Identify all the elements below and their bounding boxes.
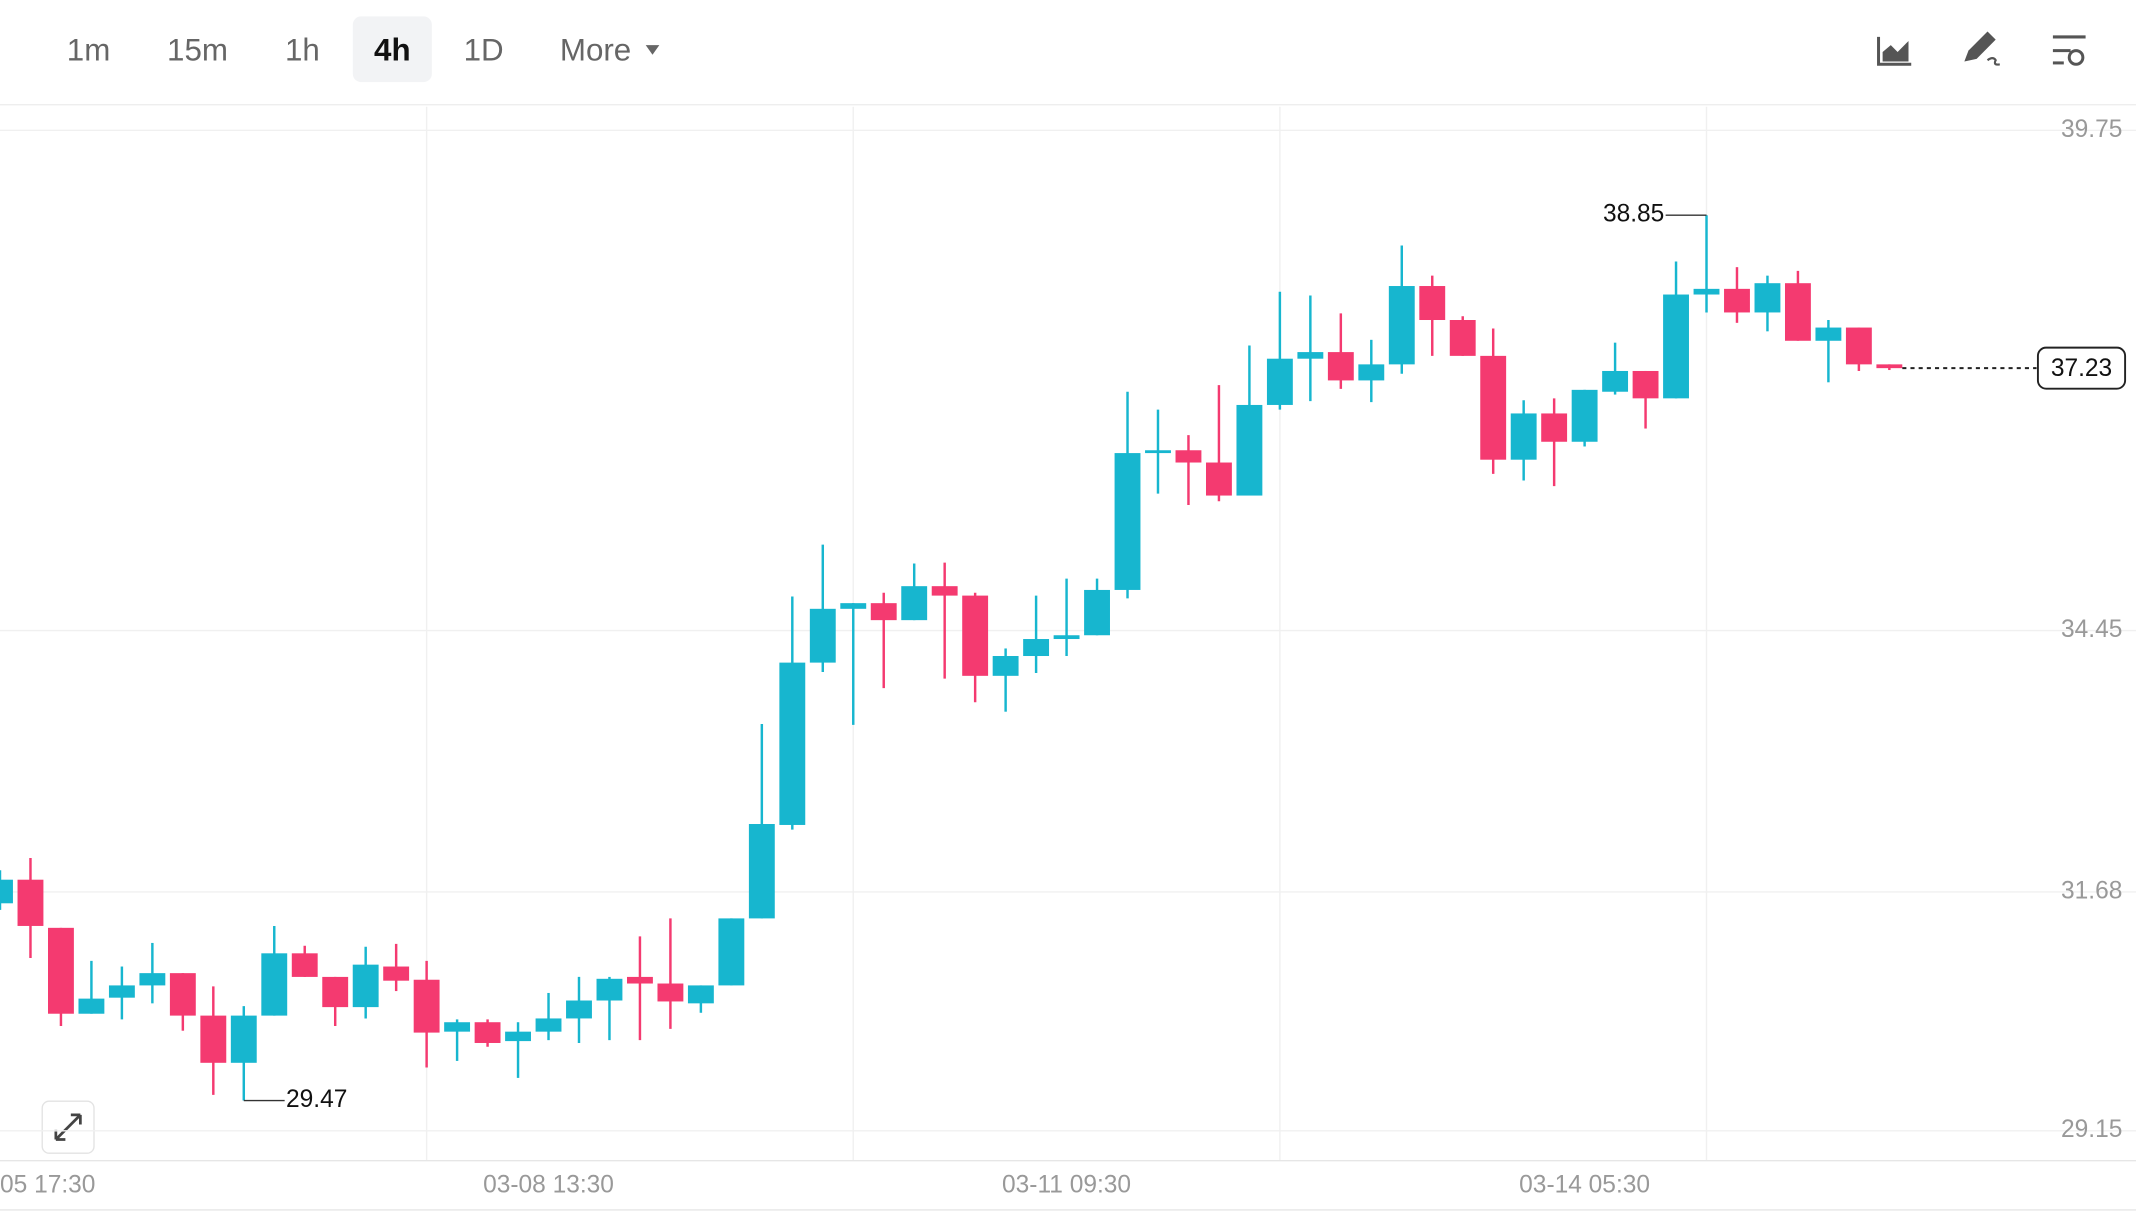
candle-body: [779, 662, 806, 825]
candle-body: [596, 978, 623, 1001]
expand-button[interactable]: [41, 1100, 95, 1154]
candle-body: [261, 953, 288, 1016]
interval-tab[interactable]: 1D: [464, 32, 504, 67]
y-tick-label: 39.75: [2061, 116, 2122, 143]
candle-body: [1784, 283, 1811, 341]
low-label: 29.47: [286, 1086, 347, 1113]
candle-body: [291, 953, 318, 977]
candle-body: [1053, 635, 1080, 640]
candle-body: [352, 964, 379, 1008]
candle-body: [48, 927, 74, 1014]
candle-body: [809, 608, 836, 663]
candle-body: [1175, 450, 1202, 463]
candle-body: [413, 979, 440, 1033]
interval-tab[interactable]: 1h: [285, 32, 320, 67]
candle-body: [1449, 320, 1476, 356]
candle-body: [840, 603, 867, 609]
candle-body: [1754, 283, 1781, 313]
candle-body: [230, 1015, 257, 1063]
candle-body: [1815, 327, 1842, 341]
candle-body: [108, 985, 135, 998]
more-caret: [645, 45, 660, 55]
candle-body: [1327, 352, 1354, 381]
candle-body: [1480, 355, 1507, 460]
candle-body: [1297, 352, 1324, 359]
candle-body: [657, 983, 684, 1002]
candle-body: [1663, 294, 1689, 399]
candle-body: [1236, 404, 1263, 496]
candle-body: [1541, 413, 1568, 442]
x-tick-label: 03-08 13:30: [483, 1171, 614, 1198]
candle-body: [566, 1000, 592, 1019]
settings-icon[interactable]: [2052, 35, 2086, 66]
plot-area: 39.75 34.45 31.68 29.15 05 17:30 03-08 13:30 0…: [0, 106, 2136, 1199]
candle-body: [931, 586, 958, 596]
candle-body: [992, 656, 1019, 676]
candle-body: [1023, 639, 1050, 657]
candle-body: [535, 1018, 562, 1032]
candle-body: [901, 586, 928, 621]
candle-body: [0, 879, 13, 904]
candle-body: [1632, 370, 1659, 399]
candle-body: [1510, 413, 1537, 460]
interval-tab[interactable]: 4h: [374, 32, 411, 67]
candle-body: [1602, 370, 1629, 392]
high-label: 38.85: [1603, 201, 1664, 228]
candle-body: [1084, 589, 1110, 636]
candle-body: [1876, 364, 1903, 369]
x-tick-label: 03-14 05:30: [1519, 1171, 1650, 1198]
interval-tab[interactable]: 15m: [167, 32, 228, 67]
candle-body: [1145, 450, 1171, 454]
y-tick-label: 31.68: [2061, 877, 2122, 904]
candle-body: [1693, 288, 1720, 295]
candle-body: [718, 918, 745, 986]
candle-body: [1388, 286, 1415, 365]
toolbar: 1m 15m 1h 4h 1D More: [67, 16, 660, 83]
draw-icon[interactable]: [1964, 31, 2000, 66]
y-tick-label: 29.15: [2061, 1116, 2122, 1143]
candle-body: [322, 976, 349, 1008]
chart-type-icon[interactable]: [1877, 36, 1912, 66]
candle-body: [1571, 389, 1598, 442]
candle-body: [383, 966, 410, 981]
candle-body: [169, 973, 196, 1016]
candle-body: [1114, 453, 1141, 590]
last-price-box: [2036, 346, 2127, 390]
candle-body: [505, 1031, 531, 1042]
candle-body: [444, 1022, 471, 1032]
candle-body: [200, 1015, 227, 1063]
x-tick-label: 03-11 09:30: [1002, 1171, 1131, 1198]
candle-body: [962, 595, 989, 676]
candle-body: [870, 603, 897, 621]
candle-body: [748, 824, 775, 919]
y-tick-label: 34.45: [2061, 616, 2122, 643]
candle-body: [474, 1022, 501, 1043]
candle-body: [1724, 288, 1750, 313]
more-menu[interactable]: More: [560, 32, 631, 67]
last-price-label: 37.23: [2051, 355, 2112, 382]
interval-tab[interactable]: 1m: [67, 32, 111, 67]
candle-body: [687, 985, 714, 1004]
candle-body: [17, 879, 44, 926]
candle-body: [627, 976, 653, 984]
x-tick-label: 05 17:30: [0, 1171, 95, 1198]
candle-body: [1358, 364, 1385, 381]
candle-body: [78, 998, 105, 1014]
candle-body: [1845, 327, 1872, 365]
candle-body: [139, 973, 166, 986]
candle-body: [1205, 462, 1232, 496]
candle-body: [1419, 286, 1446, 321]
active-tab-bg: [352, 16, 432, 83]
candle-body: [1266, 358, 1293, 405]
